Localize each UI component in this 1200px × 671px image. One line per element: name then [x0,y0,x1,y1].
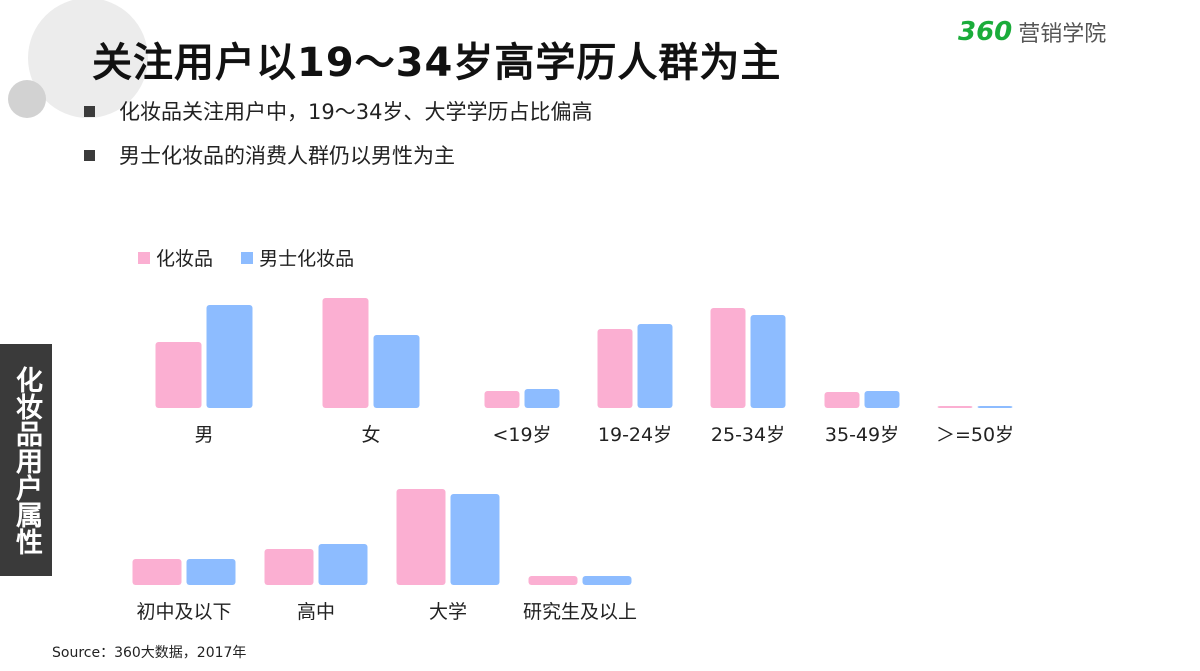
category-label: 19-24岁 [598,424,672,446]
decorative-circle-small [8,80,46,118]
decorative-circle-large [28,0,148,118]
bar-men-cosmetics [637,324,673,408]
bar-men-cosmetics [206,305,253,408]
bar-cosmetics [824,392,860,408]
category-label: 男 [194,424,213,446]
bar-cosmetics [132,559,182,585]
legend-label: 化妆品 [156,248,214,270]
brand-text: 营销学院 [1018,22,1107,47]
bullet-item: 化妆品关注用户中，19～34岁、大学学历占比偏高 [84,98,592,142]
bar-men-cosmetics [750,315,786,408]
bar-cosmetics [710,308,746,408]
bar-men-cosmetics [864,391,900,408]
bar-cosmetics [322,298,369,408]
category-label: 女 [361,424,380,446]
bar-men-cosmetics [450,494,500,585]
chart-legend: 化妆品 男士化妆品 [138,244,376,271]
bullet-list: 化妆品关注用户中，19～34岁、大学学历占比偏高 男士化妆品的消费人群仍以男性为… [84,98,592,186]
category-label: 高中 [297,601,335,623]
bullet-item: 男士化妆品的消费人群仍以男性为主 [84,142,592,186]
legend-item-men-cosmetics: 男士化妆品 [241,244,354,271]
bar-cosmetics [264,549,314,585]
legend-swatch-cosmetics [138,251,150,264]
bar-cosmetics [396,489,446,585]
bar-cosmetics [597,329,633,408]
bar-cosmetics [484,391,520,408]
category-label: ＞=50岁 [936,424,1014,446]
bar-men-cosmetics [524,389,560,408]
bar-cosmetics [155,342,202,408]
category-label: 研究生及以上 [523,601,637,623]
bar-men-cosmetics [373,335,420,408]
bar-cosmetics [528,576,578,585]
bullet-text: 化妆品关注用户中，19～34岁、大学学历占比偏高 [119,100,593,124]
page-title: 关注用户以19～34岁高学历人群为主 [92,40,782,86]
bullet-square-icon [84,149,95,161]
bullet-square-icon [84,105,95,117]
category-label: <19岁 [492,424,551,446]
bar-men-cosmetics [977,406,1013,408]
brand-logo: 360 营销学院 [958,16,1106,50]
category-label: 大学 [429,601,467,623]
category-label: 35-49岁 [825,424,899,446]
legend-swatch-men-cosmetics [241,251,254,264]
side-label: 化妆品用户属性 [0,344,52,576]
bar-men-cosmetics [582,576,632,585]
legend-item-cosmetics: 化妆品 [138,244,213,271]
bullet-text: 男士化妆品的消费人群仍以男性为主 [119,144,455,168]
bar-cosmetics [937,406,973,408]
bar-men-cosmetics [318,544,368,585]
brand-number: 360 [958,17,1013,47]
source-note: Source：360大数据，2017年 [52,645,247,661]
bar-men-cosmetics [186,559,236,585]
category-label: 初中及以下 [136,601,231,623]
legend-label: 男士化妆品 [259,248,355,270]
category-label: 25-34岁 [711,424,785,446]
